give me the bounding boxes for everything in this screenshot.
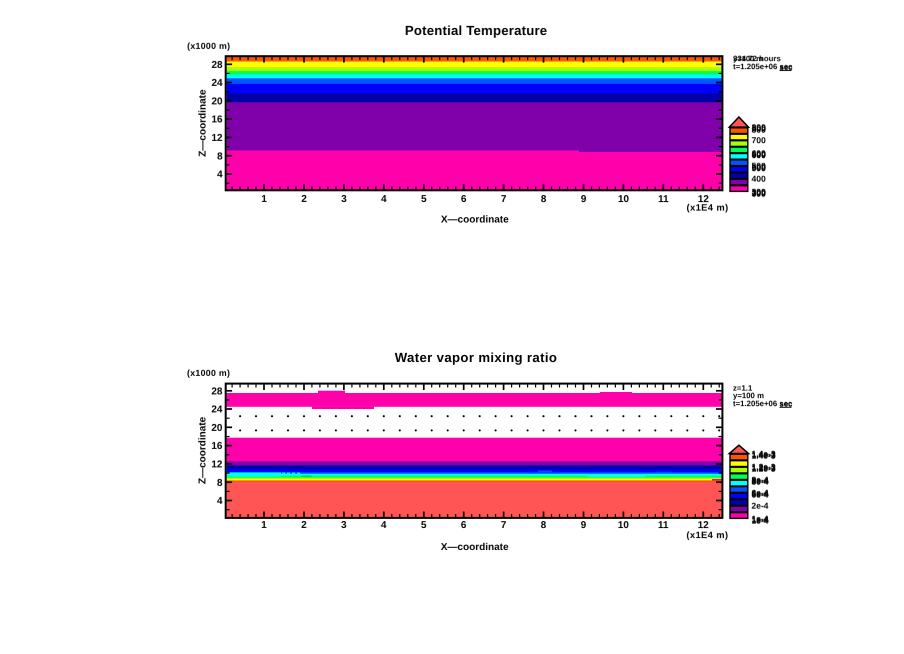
- svg-text:1.4e-3: 1.4e-3: [751, 449, 775, 459]
- svg-text:3: 3: [341, 520, 347, 531]
- svg-text:7: 7: [501, 194, 507, 205]
- svg-text:8: 8: [541, 520, 547, 531]
- svg-text:6: 6: [461, 520, 467, 531]
- svg-text:(x1000 m): (x1000 m): [187, 368, 230, 378]
- svg-text:6e-4: 6e-4: [752, 489, 769, 499]
- svg-text:16: 16: [211, 441, 223, 452]
- svg-text:600: 600: [752, 149, 766, 159]
- svg-text:334.72 hours: 334.72 hours: [733, 54, 781, 63]
- svg-text:1.2e-3: 1.2e-3: [751, 464, 775, 474]
- svg-text:24: 24: [211, 78, 223, 89]
- svg-text:1e-4: 1e-4: [751, 514, 768, 524]
- svg-text:1.2e-3: 1.2e-3: [751, 462, 775, 472]
- svg-text:8: 8: [217, 151, 223, 162]
- svg-text:20: 20: [211, 423, 223, 434]
- svg-text:2e-4: 2e-4: [751, 501, 768, 511]
- svg-text:X—coordinate: X—coordinate: [441, 542, 509, 553]
- svg-text:(x1000 m): (x1000 m): [187, 41, 230, 51]
- svg-text:(x1E4 m): (x1E4 m): [687, 203, 729, 213]
- svg-text:20: 20: [211, 96, 223, 107]
- svg-text:4: 4: [381, 194, 387, 205]
- svg-text:9: 9: [581, 520, 587, 531]
- svg-text:1.4e-3: 1.4e-3: [751, 451, 775, 461]
- svg-text:500: 500: [752, 163, 766, 173]
- svg-text:3: 3: [341, 194, 347, 205]
- svg-text:sec: sec: [780, 63, 794, 72]
- svg-text:600: 600: [752, 150, 766, 160]
- svg-text:24: 24: [211, 404, 223, 415]
- svg-text:6: 6: [461, 194, 467, 205]
- svg-text:6e-4: 6e-4: [751, 488, 768, 498]
- svg-text:sec: sec: [779, 400, 793, 409]
- svg-text:2: 2: [301, 194, 307, 205]
- svg-text:10: 10: [618, 194, 630, 205]
- svg-text:1.4e-3: 1.4e-3: [752, 450, 776, 460]
- svg-text:8e-4: 8e-4: [752, 476, 769, 486]
- svg-text:(x1E4 m): (x1E4 m): [686, 530, 728, 540]
- svg-text:1: 1: [261, 520, 267, 531]
- svg-text:4: 4: [381, 520, 387, 531]
- svg-text:4: 4: [217, 169, 223, 180]
- svg-text:300: 300: [752, 188, 766, 198]
- svg-text:800: 800: [752, 123, 766, 133]
- svg-text:700: 700: [752, 135, 766, 145]
- svg-text:8: 8: [541, 194, 547, 205]
- svg-text:10: 10: [618, 520, 630, 531]
- svg-text:300: 300: [752, 187, 766, 197]
- svg-text:16: 16: [211, 115, 223, 126]
- svg-text:1e-4: 1e-4: [751, 516, 768, 526]
- svg-text:600: 600: [752, 148, 766, 158]
- svg-text:t=1.205e+06 sec: t=1.205e+06 sec: [733, 399, 793, 408]
- svg-text:28: 28: [211, 60, 223, 71]
- svg-text:11: 11: [658, 194, 669, 205]
- svg-text:800: 800: [752, 122, 766, 132]
- svg-text:5: 5: [421, 194, 427, 205]
- svg-text:6e-4: 6e-4: [751, 490, 768, 500]
- svg-text:12: 12: [211, 133, 223, 144]
- svg-text:400: 400: [752, 174, 766, 184]
- svg-text:28: 28: [211, 386, 223, 397]
- svg-text:7: 7: [501, 520, 507, 531]
- svg-text:1.2e-3: 1.2e-3: [752, 463, 776, 473]
- svg-text:Z—coordinate: Z—coordinate: [197, 416, 208, 484]
- svg-text:Potential Temperature: Potential Temperature: [405, 23, 547, 38]
- svg-text:z=1.1: z=1.1: [733, 383, 753, 392]
- svg-text:9: 9: [581, 194, 587, 205]
- svg-text:300: 300: [752, 189, 766, 199]
- svg-text:y=100 m: y=100 m: [733, 391, 764, 400]
- svg-text:8e-4: 8e-4: [751, 475, 768, 485]
- svg-text:5: 5: [421, 520, 427, 531]
- svg-text:t=1.205e+06 sec: t=1.205e+06 sec: [733, 62, 793, 71]
- svg-text:11: 11: [658, 520, 669, 531]
- svg-text:2: 2: [301, 520, 307, 531]
- svg-text:1: 1: [261, 194, 267, 205]
- svg-text:12: 12: [211, 459, 223, 470]
- svg-text:X—coordinate: X—coordinate: [441, 215, 509, 226]
- svg-text:8e-4: 8e-4: [751, 477, 768, 487]
- svg-text:1e-4: 1e-4: [752, 515, 769, 525]
- svg-text:500: 500: [752, 162, 766, 172]
- svg-text:12: 12: [698, 520, 710, 531]
- svg-text:4: 4: [217, 496, 223, 507]
- svg-text:500: 500: [752, 161, 766, 171]
- svg-text:Z—coordinate: Z—coordinate: [197, 89, 208, 157]
- svg-text:8: 8: [217, 478, 223, 489]
- svg-text:y=100 m: y=100 m: [733, 54, 763, 63]
- svg-text:800: 800: [752, 124, 766, 134]
- svg-text:12: 12: [698, 194, 710, 205]
- svg-text:Water vapor mixing ratio: Water vapor mixing ratio: [395, 350, 558, 365]
